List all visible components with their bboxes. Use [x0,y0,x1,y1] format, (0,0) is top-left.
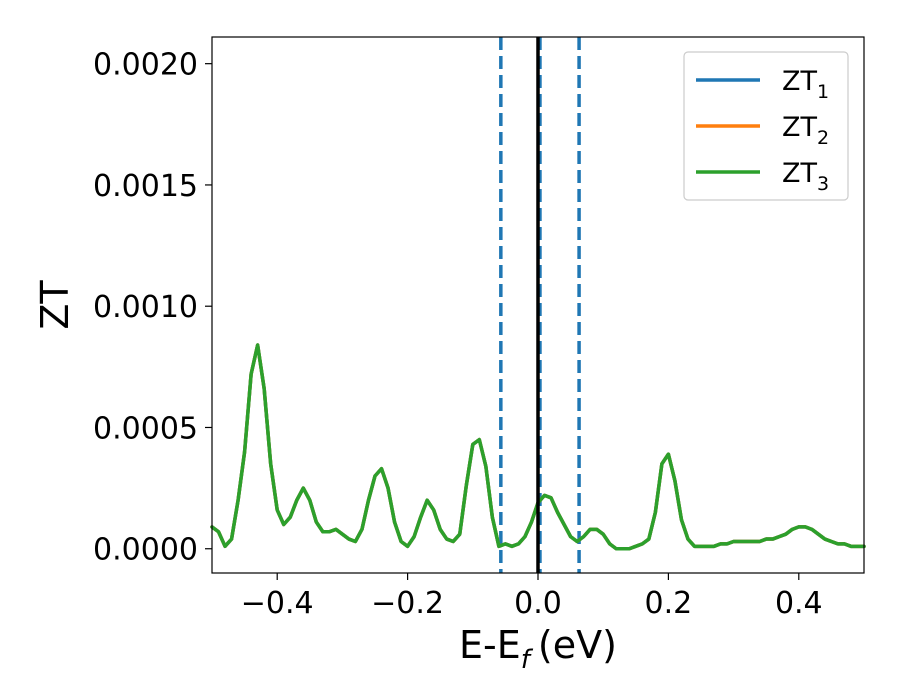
y-tick-label: 0.0000 [93,533,198,568]
x-tick-label: 0.2 [645,586,693,621]
x-axis-label-unit: (eV) [538,623,617,667]
y-tick-label: 0.0005 [93,411,198,446]
x-axis-label: E-Ef (eV) [459,623,617,675]
y-tick-label: 0.0015 [93,169,198,204]
legend-label-2: ZT2 [782,112,829,149]
legend: ZT1 ZT2 ZT3 [683,51,849,201]
legend-box [683,51,849,201]
x-axis-label-main: E-E [459,623,521,667]
y-axis-label: ZT [33,280,77,330]
x-axis-ticks: −0.4 −0.2 0.0 0.2 0.4 [241,573,823,621]
x-tick-label: −0.2 [371,586,444,621]
x-tick-label: 0.0 [514,586,562,621]
y-axis-ticks: 0.0000 0.0005 0.0010 0.0015 0.0020 [93,48,212,568]
x-tick-label: 0.4 [775,586,823,621]
y-tick-label: 0.0020 [93,48,198,83]
reference-lines [499,37,581,573]
legend-label-3: ZT3 [782,158,829,195]
x-tick-label: −0.4 [241,586,314,621]
y-tick-label: 0.0010 [93,290,198,325]
legend-label-1: ZT1 [782,66,829,103]
